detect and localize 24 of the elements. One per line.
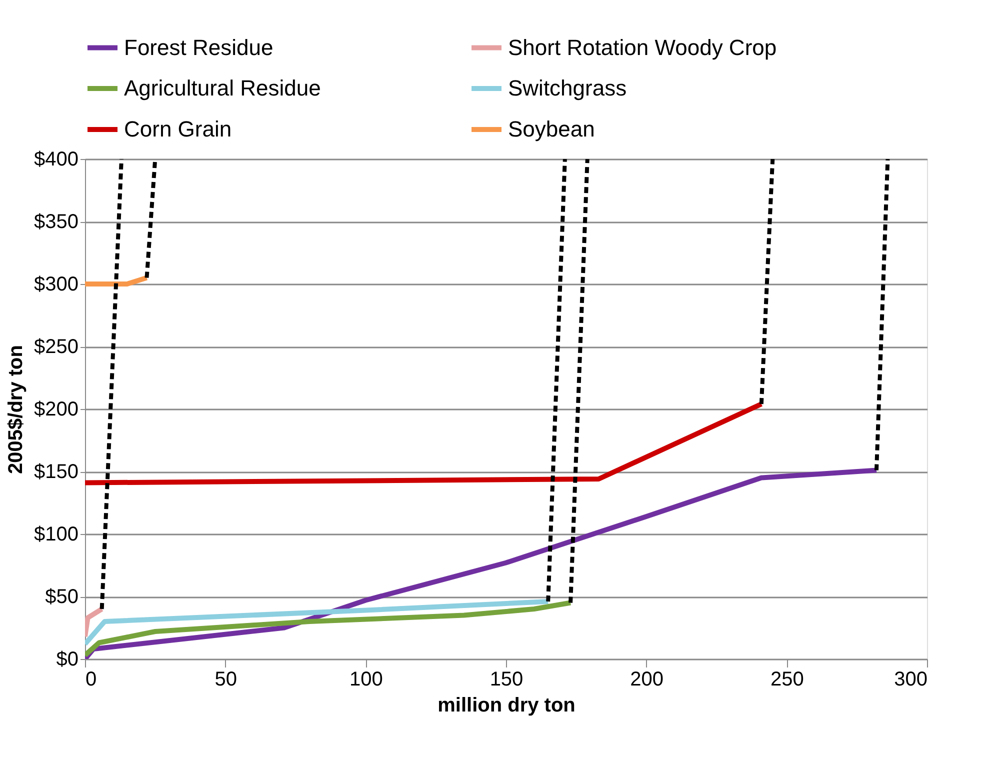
y-tick-label: $100 bbox=[34, 524, 78, 546]
y-tick-label: $250 bbox=[34, 336, 78, 358]
y-tick-label: $200 bbox=[34, 398, 78, 420]
x-tick-label: 250 bbox=[770, 668, 804, 690]
x-tick-label: 0 bbox=[86, 668, 97, 690]
legend-label: Soybean bbox=[508, 116, 595, 142]
x-tick-label: 100 bbox=[349, 668, 383, 690]
y-tick-label: $350 bbox=[34, 211, 78, 233]
legend-label: Agricultural Residue bbox=[124, 76, 321, 100]
y-tick-label: $300 bbox=[34, 274, 78, 296]
y-tick-label: $150 bbox=[34, 461, 78, 483]
legend-label: Corn Grain bbox=[124, 116, 232, 142]
y-tick-label: $0 bbox=[56, 648, 78, 670]
y-tick-label: $50 bbox=[45, 586, 78, 608]
x-tick-label: 200 bbox=[630, 668, 664, 690]
x-tick-label: 300 bbox=[894, 668, 928, 690]
y-axis-title: 2005$/dry ton bbox=[5, 345, 28, 474]
x-tick-label: 150 bbox=[490, 668, 524, 690]
x-tick-label: 50 bbox=[214, 668, 237, 690]
legend-label: Switchgrass bbox=[508, 76, 627, 100]
x-axis-title: million dry ton bbox=[438, 694, 576, 716]
legend-label: Short Rotation Woody Crop bbox=[508, 34, 777, 60]
legend-label: Forest Residue bbox=[124, 34, 274, 60]
y-tick-label: $400 bbox=[34, 148, 78, 170]
